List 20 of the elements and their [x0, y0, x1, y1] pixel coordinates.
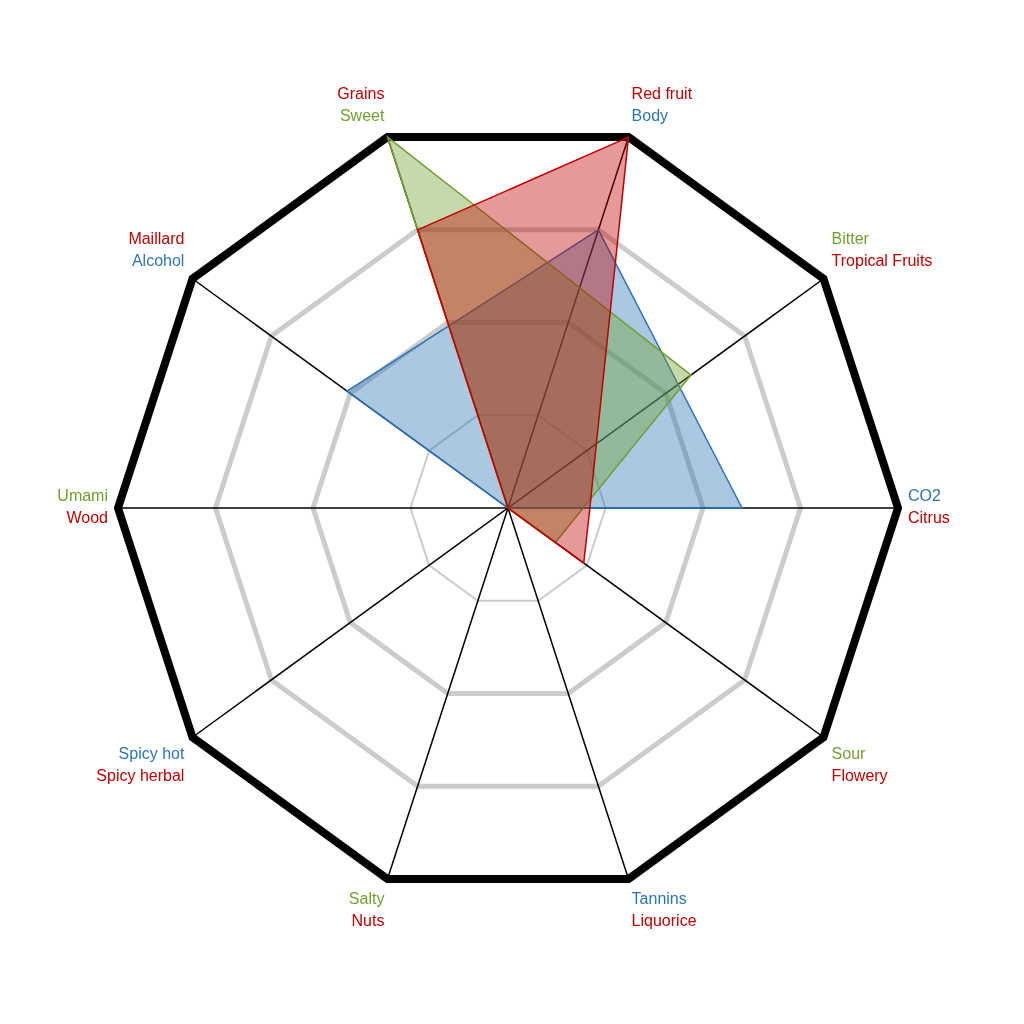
text: Umami — [57, 487, 108, 505]
text: Tannins — [631, 889, 687, 907]
spoke-label: Red fruit — [631, 84, 693, 102]
text: Salty — [348, 889, 385, 907]
text: Body — [631, 106, 669, 124]
text: Alcohol — [131, 252, 185, 270]
text: CO2 — [908, 487, 941, 505]
spoke-label: Maillard — [128, 230, 185, 248]
text: Sweet — [339, 106, 385, 124]
spoke-label: Grains — [337, 84, 385, 102]
text: Sour — [831, 744, 866, 762]
spoke-label: Tropical Fruits — [831, 252, 933, 270]
spoke-label: Wood — [66, 509, 108, 527]
spoke-label: Nuts — [351, 911, 385, 929]
spoke-label: Spicy herbal — [96, 766, 185, 784]
spoke-label: Citrus — [908, 509, 950, 527]
text: Spicy hot — [118, 744, 185, 762]
spoke-label: Liquorice — [631, 911, 697, 929]
spoke-label: Flowery — [831, 766, 888, 784]
text: Bitter — [831, 230, 869, 248]
